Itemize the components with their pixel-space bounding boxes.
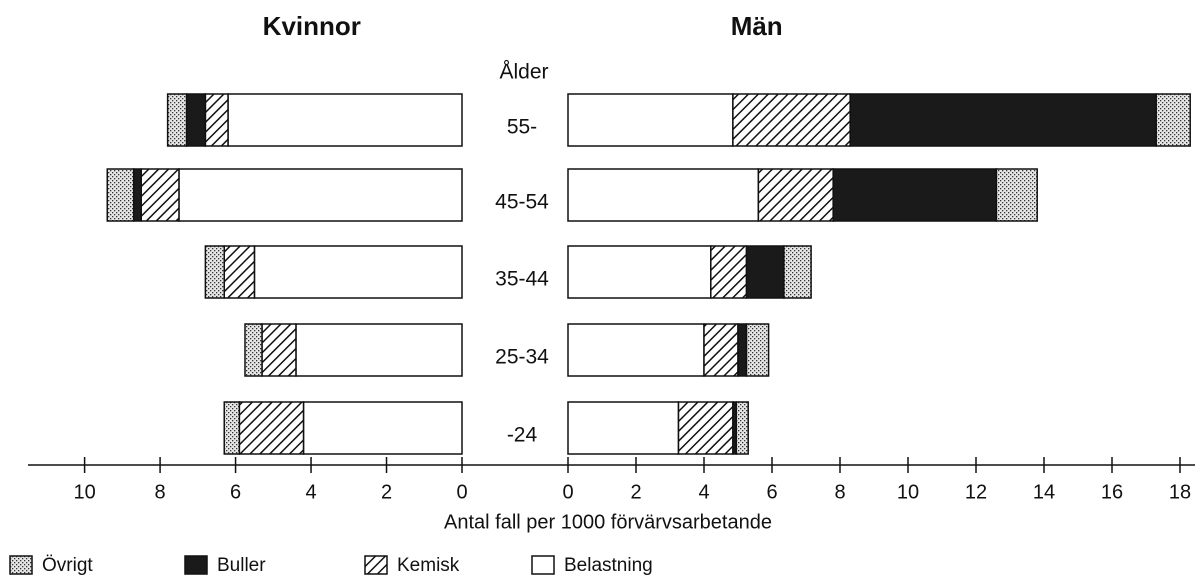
bar-segment (238, 401, 305, 455)
panel-title: Män (731, 11, 783, 41)
bar-segment (849, 93, 1157, 147)
x-axis-label: Antal fall per 1000 förvärvsarbetande (444, 511, 772, 533)
bar-segment (204, 93, 229, 147)
x-tick-label: 4 (305, 481, 316, 503)
bar-segment (567, 168, 760, 222)
bar-segment (703, 323, 739, 377)
x-tick-label: 2 (381, 481, 392, 503)
bar-segment (223, 401, 241, 455)
bar-segment (735, 401, 749, 455)
bar-segment (732, 93, 851, 147)
category-label: 55- (507, 116, 537, 139)
x-tick-label: 14 (1033, 481, 1055, 503)
bar-segment (295, 323, 463, 377)
x-tick-label: 8 (155, 481, 166, 503)
bar-segment (567, 245, 712, 299)
bar-segment (832, 168, 998, 222)
bar-segment (185, 93, 207, 147)
legend-swatch (9, 555, 33, 575)
legend-label: Övrigt (42, 555, 93, 576)
bar-segment (132, 168, 142, 222)
bar-segment (223, 245, 256, 299)
x-tick-label: 10 (897, 481, 919, 503)
bar-segment (227, 93, 463, 147)
x-tick-label: 0 (456, 481, 467, 503)
x-tick-label: 16 (1101, 481, 1123, 503)
x-tick-label: 10 (73, 481, 95, 503)
x-tick-label: 6 (766, 481, 777, 503)
bar-segment (1155, 93, 1191, 147)
bar-segment (178, 168, 463, 222)
x-tick-label: 8 (834, 481, 845, 503)
x-tick-label: 0 (562, 481, 573, 503)
bar-segment (204, 245, 225, 299)
x-tick-label: 2 (630, 481, 641, 503)
bar-segment (140, 168, 180, 222)
legend-swatch (531, 555, 555, 575)
category-label: 45-54 (495, 191, 549, 214)
x-tick-label: 6 (230, 481, 241, 503)
legend-swatch (184, 555, 208, 575)
bar-segment (166, 93, 188, 147)
bar-segment (302, 401, 463, 455)
bar-segment (567, 93, 734, 147)
bar-segment (710, 245, 748, 299)
bar-segment (677, 401, 734, 455)
bar-segment (261, 323, 297, 377)
bar-segment (737, 323, 748, 377)
bar-segment (567, 401, 680, 455)
bar-segment (745, 323, 770, 377)
bar-segment (244, 323, 263, 377)
category-label: -24 (507, 424, 538, 447)
x-tick-label: 18 (1169, 481, 1191, 503)
bar-segment (106, 168, 135, 222)
bar-segment (567, 323, 705, 377)
bar-segment (757, 168, 834, 222)
panel-title: Kvinnor (263, 11, 361, 41)
bar-segment (783, 245, 812, 299)
legend-label: Belastning (564, 555, 653, 576)
legend-label: Buller (217, 555, 266, 576)
x-tick-label: 12 (965, 481, 987, 503)
category-label: 35-44 (495, 268, 549, 291)
legend-label: Kemisk (397, 555, 460, 576)
bar-segment (253, 245, 463, 299)
y-axis-label: Ålder (499, 61, 548, 84)
legend-swatch (364, 555, 388, 575)
category-label: 25-34 (495, 346, 549, 369)
bar-segment (745, 245, 785, 299)
bar-segment (995, 168, 1038, 222)
x-tick-label: 4 (698, 481, 709, 503)
